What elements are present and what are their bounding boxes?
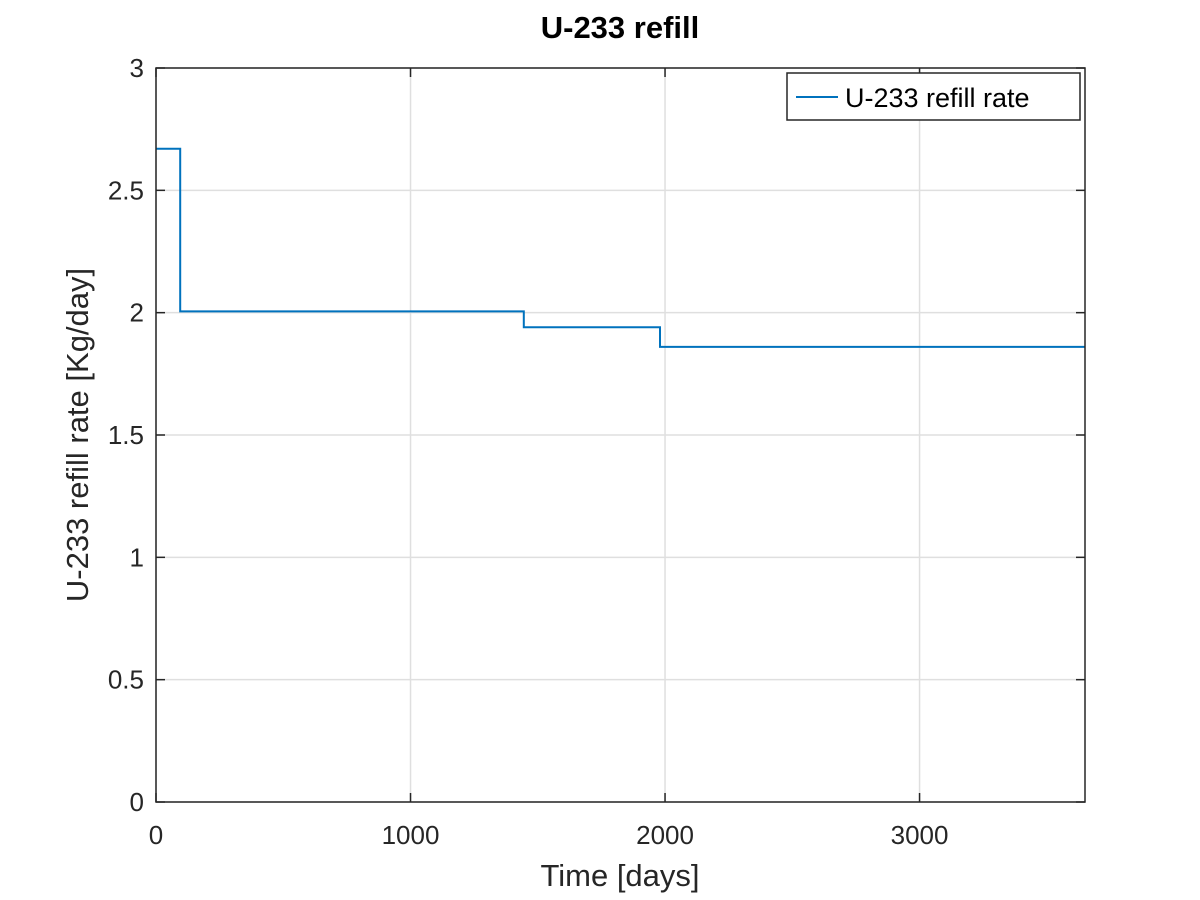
x-axis-label: Time [days] — [540, 858, 699, 893]
series-line-u233-refill-rate — [156, 147, 1085, 348]
x-tick-label: 2000 — [636, 820, 694, 850]
y-tick-label: 3 — [130, 53, 144, 83]
series-layer — [156, 147, 1085, 348]
y-axis-label: U-233 refill rate [Kg/day] — [60, 268, 95, 602]
y-tick-label: 2.5 — [108, 175, 144, 205]
x-tick-label: 3000 — [891, 820, 949, 850]
chart-title: U-233 refill — [541, 10, 700, 45]
x-tick-label: 1000 — [382, 820, 440, 850]
y-tick-label: 0 — [130, 787, 144, 817]
y-tick-label: 1 — [130, 542, 144, 572]
y-tick-label: 2 — [130, 298, 144, 328]
x-tick-label: 0 — [149, 820, 163, 850]
y-tick-label: 0.5 — [108, 665, 144, 695]
y-tick-label: 1.5 — [108, 420, 144, 450]
tick-labels: 0 1000 2000 3000 0 0.5 1 1.5 2 2.5 3 — [108, 53, 949, 850]
legend-label-u233-refill-rate: U-233 refill rate — [845, 83, 1030, 113]
tick-marks — [155, 67, 1085, 803]
legend: U-233 refill rate — [786, 72, 1081, 121]
